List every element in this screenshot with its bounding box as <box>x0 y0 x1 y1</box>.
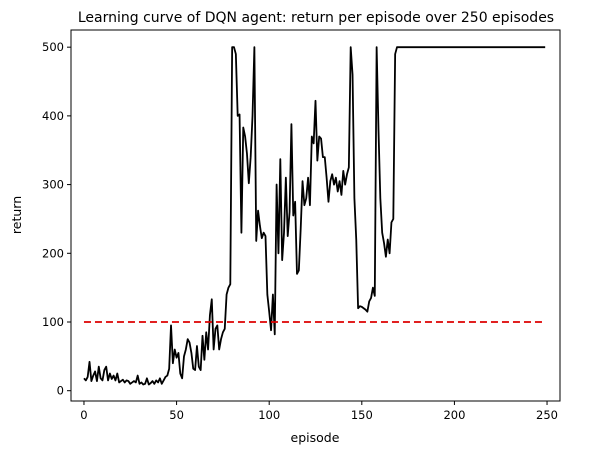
return-series-line <box>83 46 546 386</box>
x-axis: 0 50 100 150 200 250 <box>80 401 558 422</box>
chart-title: Learning curve of DQN agent: return per … <box>78 10 554 26</box>
x-tick-label: 100 <box>258 408 280 422</box>
x-axis-label: episode <box>291 430 340 445</box>
y-tick-label: 0 <box>57 384 64 398</box>
x-tick-label: 250 <box>536 408 558 422</box>
y-tick-label: 200 <box>42 246 64 260</box>
y-tick-label: 400 <box>42 109 64 123</box>
x-tick-label: 0 <box>80 408 87 422</box>
x-tick-label: 50 <box>169 408 184 422</box>
plot-area <box>70 29 561 402</box>
x-tick-label: 200 <box>443 408 465 422</box>
y-tick-label: 300 <box>42 178 64 192</box>
y-axis: 0 100 200 300 400 500 <box>42 40 71 398</box>
y-axis-label: return <box>9 196 24 234</box>
y-tick-label: 500 <box>42 40 64 54</box>
x-tick-label: 150 <box>351 408 373 422</box>
series-layer <box>83 46 546 386</box>
y-tick-label: 100 <box>42 315 64 329</box>
